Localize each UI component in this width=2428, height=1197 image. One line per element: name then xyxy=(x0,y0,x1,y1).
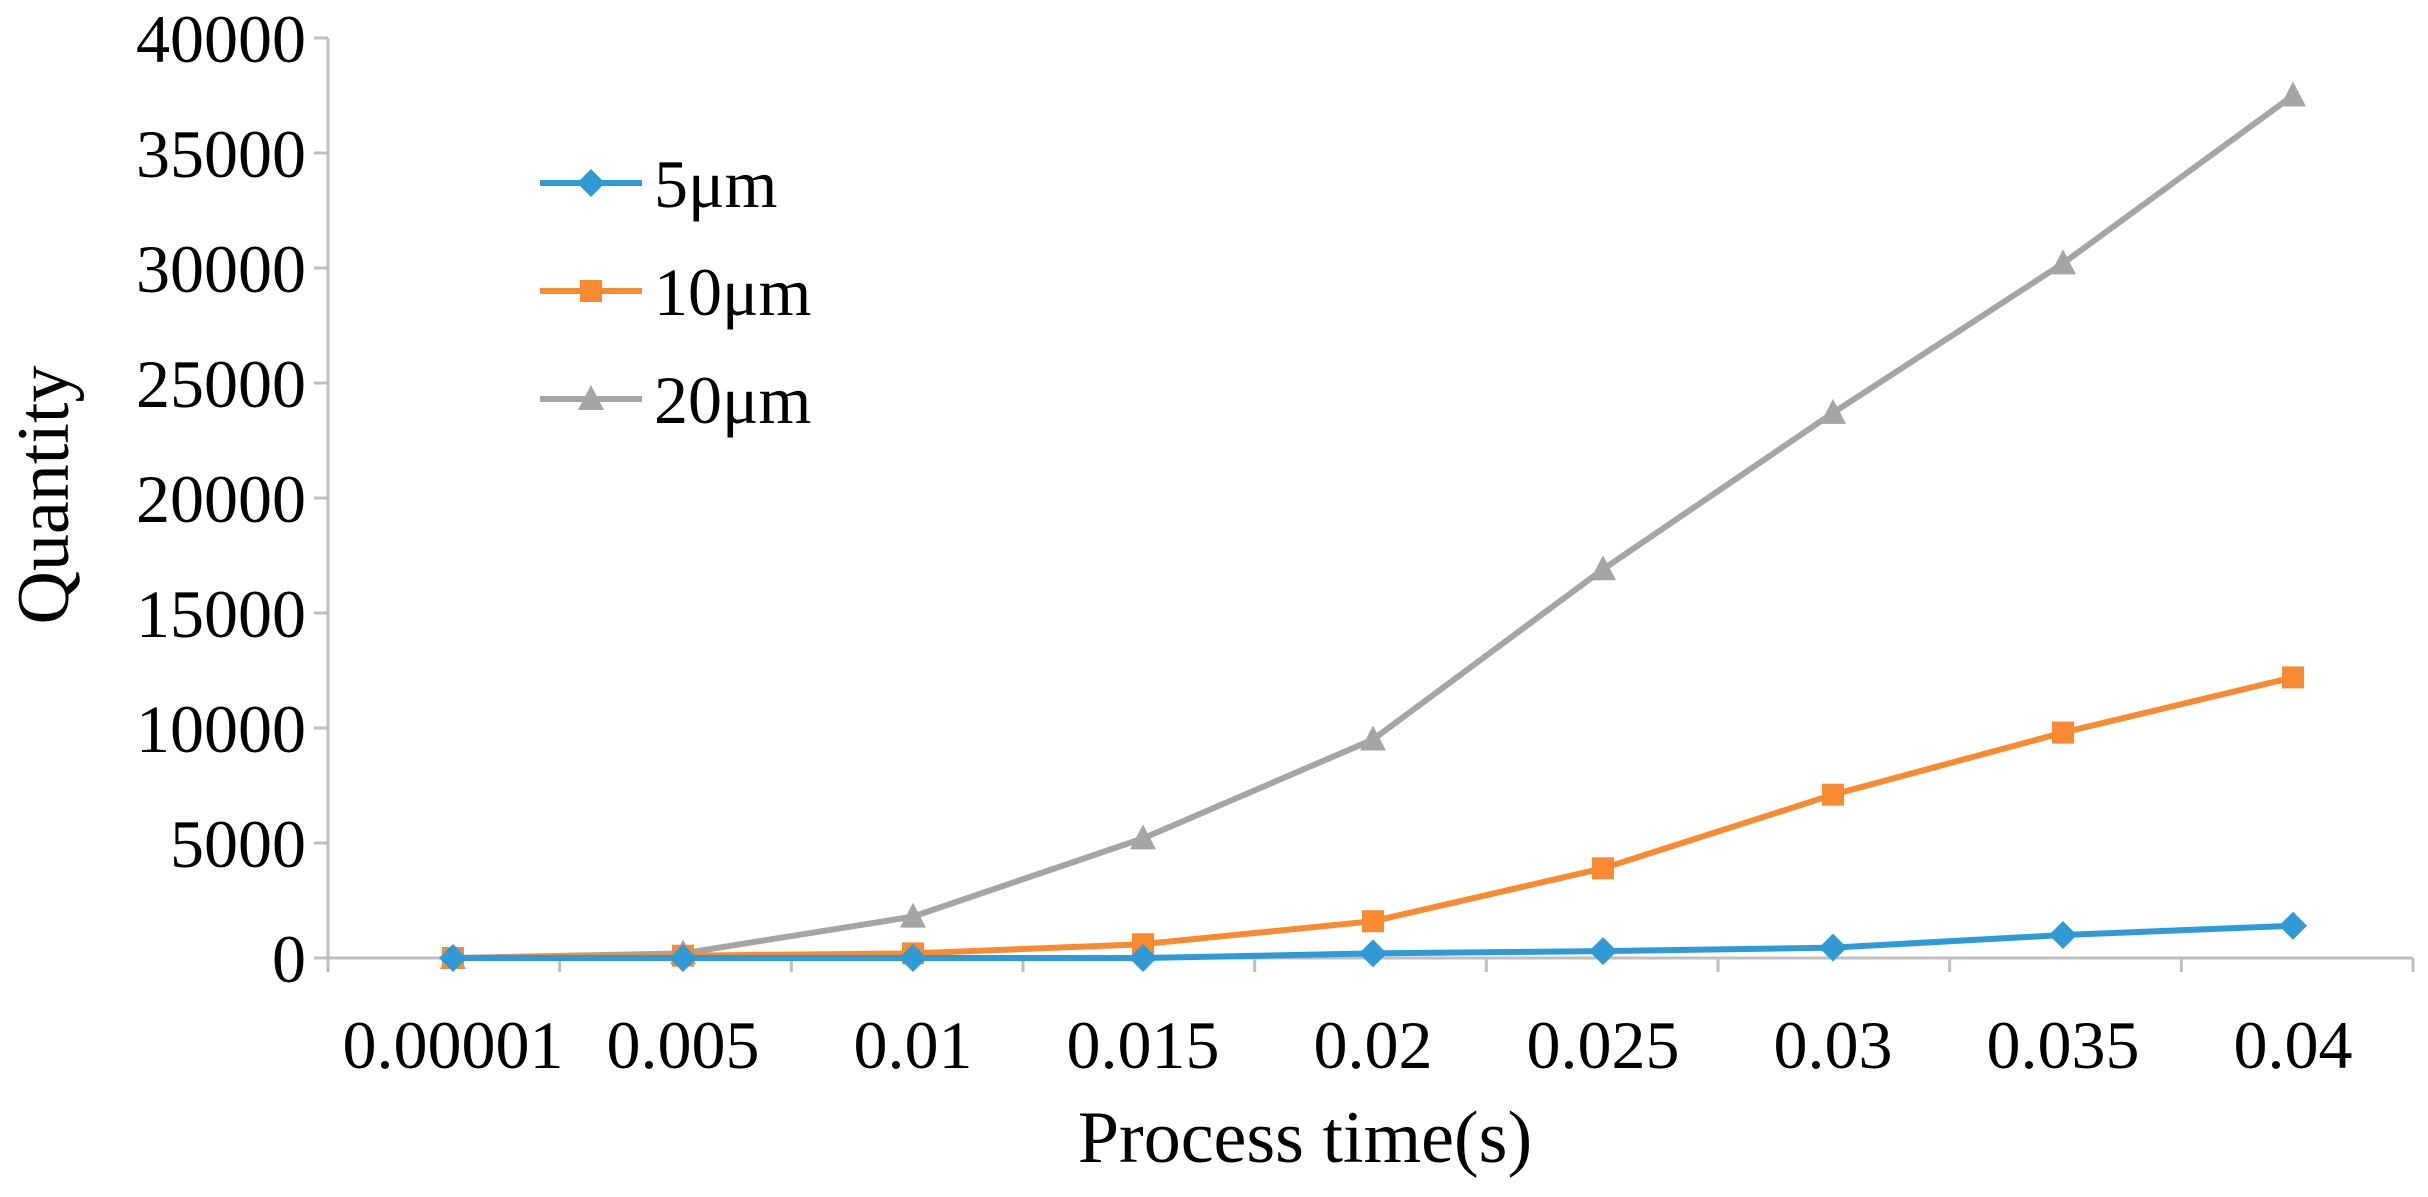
x-tick-label: 0.015 xyxy=(1067,1007,1220,1083)
data-point xyxy=(899,944,927,972)
legend-label: 20μm xyxy=(654,362,811,438)
x-tick-label: 0.00001 xyxy=(343,1007,564,1083)
legend-item: 5μm xyxy=(540,146,777,222)
x-axis-label: Process time(s) xyxy=(1078,1097,1532,1179)
data-point xyxy=(1129,944,1157,972)
x-axis-ticks: 0.00001 0.005 0.01 0.015 0.02 0.025 0.03 0.035 0… xyxy=(326,958,2415,1083)
y-tick-label: 10000 xyxy=(136,691,306,767)
data-point xyxy=(1589,937,1617,966)
y-tick-label: 25000 xyxy=(136,346,306,422)
data-point xyxy=(2050,249,2076,275)
x-tick-label: 0.025 xyxy=(1527,1007,1680,1083)
legend-item: 20μm xyxy=(540,362,811,438)
series-1 xyxy=(439,911,2307,972)
series-line xyxy=(452,93,2295,961)
y-tick-label: 20000 xyxy=(136,461,306,537)
y-tick-label: 35000 xyxy=(136,116,306,192)
x-tick-label: 0.035 xyxy=(1987,1007,2140,1083)
legend-marker xyxy=(578,385,604,410)
data-point xyxy=(1362,910,1384,933)
legend-marker xyxy=(580,280,602,302)
data-point xyxy=(439,944,467,972)
legend-label: 10μm xyxy=(654,254,811,330)
data-point xyxy=(1592,857,1614,880)
x-tick-label: 0.02 xyxy=(1314,1007,1433,1083)
data-point xyxy=(2052,721,2074,744)
x-tick-label: 0.03 xyxy=(1774,1007,1893,1083)
data-point xyxy=(1590,555,1616,581)
x-tick-label: 0.005 xyxy=(607,1007,760,1083)
data-point xyxy=(900,902,926,928)
y-tick-label: 5000 xyxy=(170,806,306,882)
y-tick-label: 15000 xyxy=(136,576,306,652)
x-tick-label: 0.04 xyxy=(2234,1007,2353,1083)
data-point xyxy=(2279,911,2307,940)
data-point xyxy=(1820,398,1846,424)
data-point xyxy=(1360,725,1386,751)
series-2 xyxy=(442,666,2304,969)
data-point xyxy=(2282,666,2304,689)
legend: 5μm 10μm 20μm xyxy=(540,146,811,438)
data-point xyxy=(1819,933,1847,962)
data-point xyxy=(669,944,697,972)
y-axis-ticks: 0 5000 10000 15000 20000 25000 30000 35000 40000 xyxy=(136,1,328,997)
data-point xyxy=(1822,783,1844,806)
series-layer xyxy=(439,81,2307,972)
legend-marker xyxy=(577,169,605,197)
y-tick-label: 30000 xyxy=(136,231,306,307)
data-point xyxy=(1130,824,1156,850)
y-tick-label: 0 xyxy=(272,921,306,997)
data-point xyxy=(1359,939,1387,968)
axes xyxy=(326,38,2413,960)
data-point xyxy=(2049,921,2077,949)
x-tick-label: 0.01 xyxy=(854,1007,973,1083)
data-point xyxy=(2280,81,2306,107)
legend-item: 10μm xyxy=(540,254,811,330)
legend-label: 5μm xyxy=(654,146,777,222)
y-axis-label: Quantity xyxy=(3,366,85,625)
y-tick-label: 40000 xyxy=(136,1,306,77)
